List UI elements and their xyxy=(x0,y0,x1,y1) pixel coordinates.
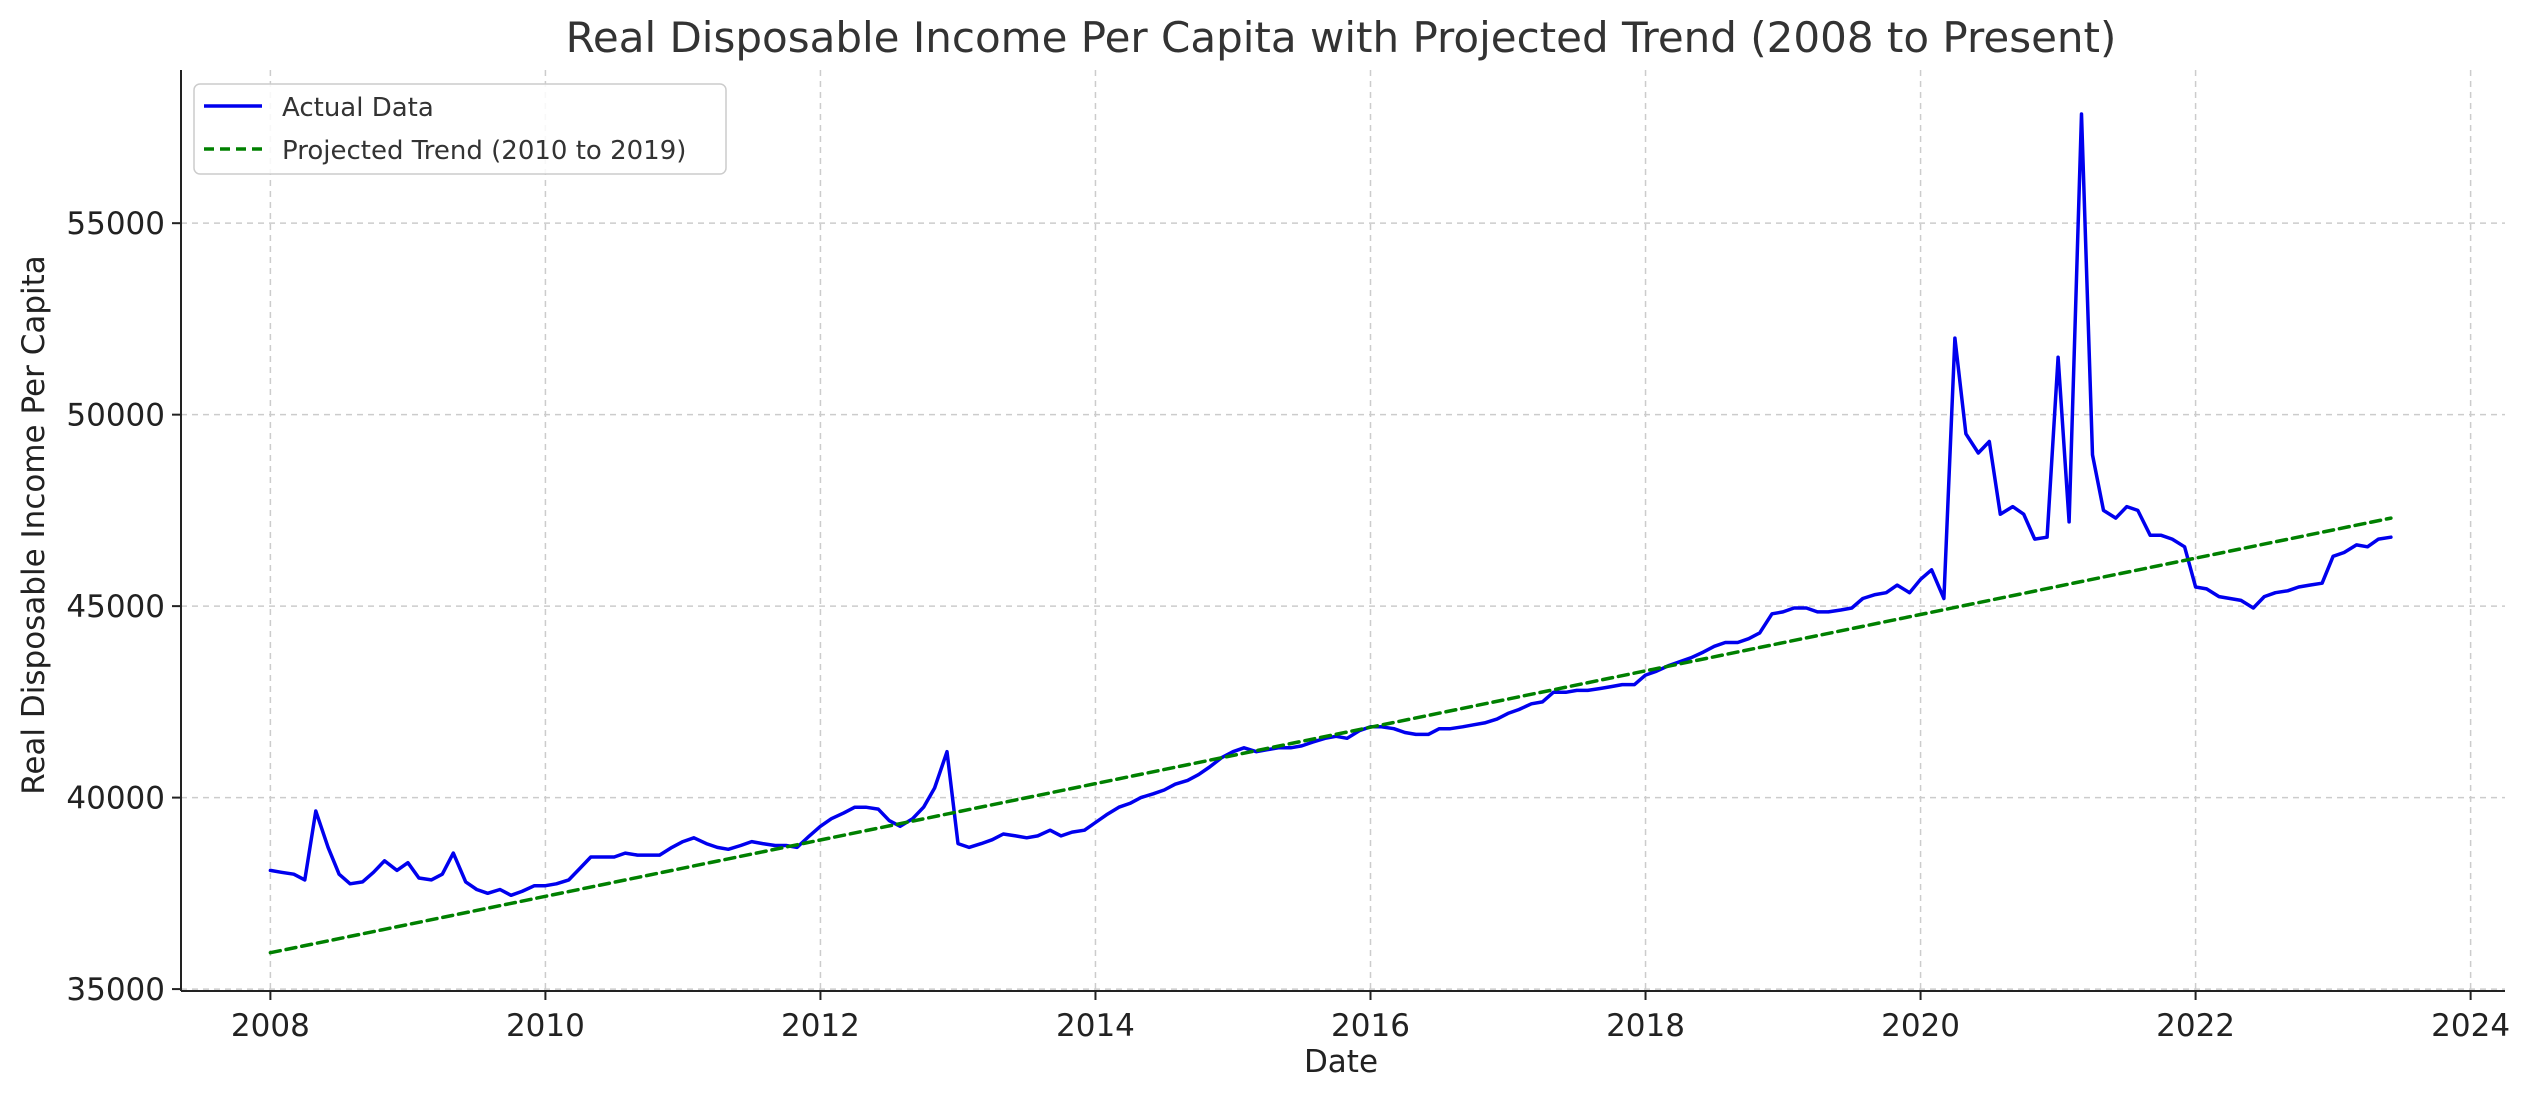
chart-title: Real Disposable Income Per Capita with P… xyxy=(566,13,2117,62)
y-tick-label: 55000 xyxy=(66,206,165,242)
grid xyxy=(181,70,2505,991)
y-tick-label: 40000 xyxy=(66,781,165,817)
x-tick-label: 2018 xyxy=(1606,1008,1685,1044)
x-tick-label: 2016 xyxy=(1331,1008,1410,1044)
y-axis-label: Real Disposable Income Per Capita xyxy=(16,255,52,795)
x-tick-label: 2014 xyxy=(1056,1008,1135,1044)
axes: 2008 2010 2012 2014 2016 2018 2020 2022 2024 3500… xyxy=(66,70,2510,1044)
y-tick-label: 45000 xyxy=(66,589,165,625)
legend-label-actual-data: Actual Data xyxy=(282,93,434,123)
x-axis-label: Date xyxy=(1304,1044,1378,1080)
series-line-actual-data xyxy=(268,112,2393,898)
legend: Actual Data Projected Trend (2010 to 201… xyxy=(193,83,727,175)
series-line-projected-trend xyxy=(268,516,2393,955)
x-tick-label: 2022 xyxy=(2156,1008,2235,1044)
x-tick-label: 2020 xyxy=(1881,1008,1960,1044)
x-tick-label: 2010 xyxy=(506,1008,585,1044)
legend-label-projected-trend: Projected Trend (2010 to 2019) xyxy=(282,136,686,166)
x-tick-label: 2012 xyxy=(781,1008,860,1044)
series-layer xyxy=(268,112,2393,955)
x-tick-label: 2008 xyxy=(231,1008,310,1044)
x-tick-label: 2024 xyxy=(2431,1008,2510,1044)
y-tick-label: 50000 xyxy=(66,398,165,434)
y-tick-label: 35000 xyxy=(66,972,165,1008)
legend-box xyxy=(193,83,727,175)
